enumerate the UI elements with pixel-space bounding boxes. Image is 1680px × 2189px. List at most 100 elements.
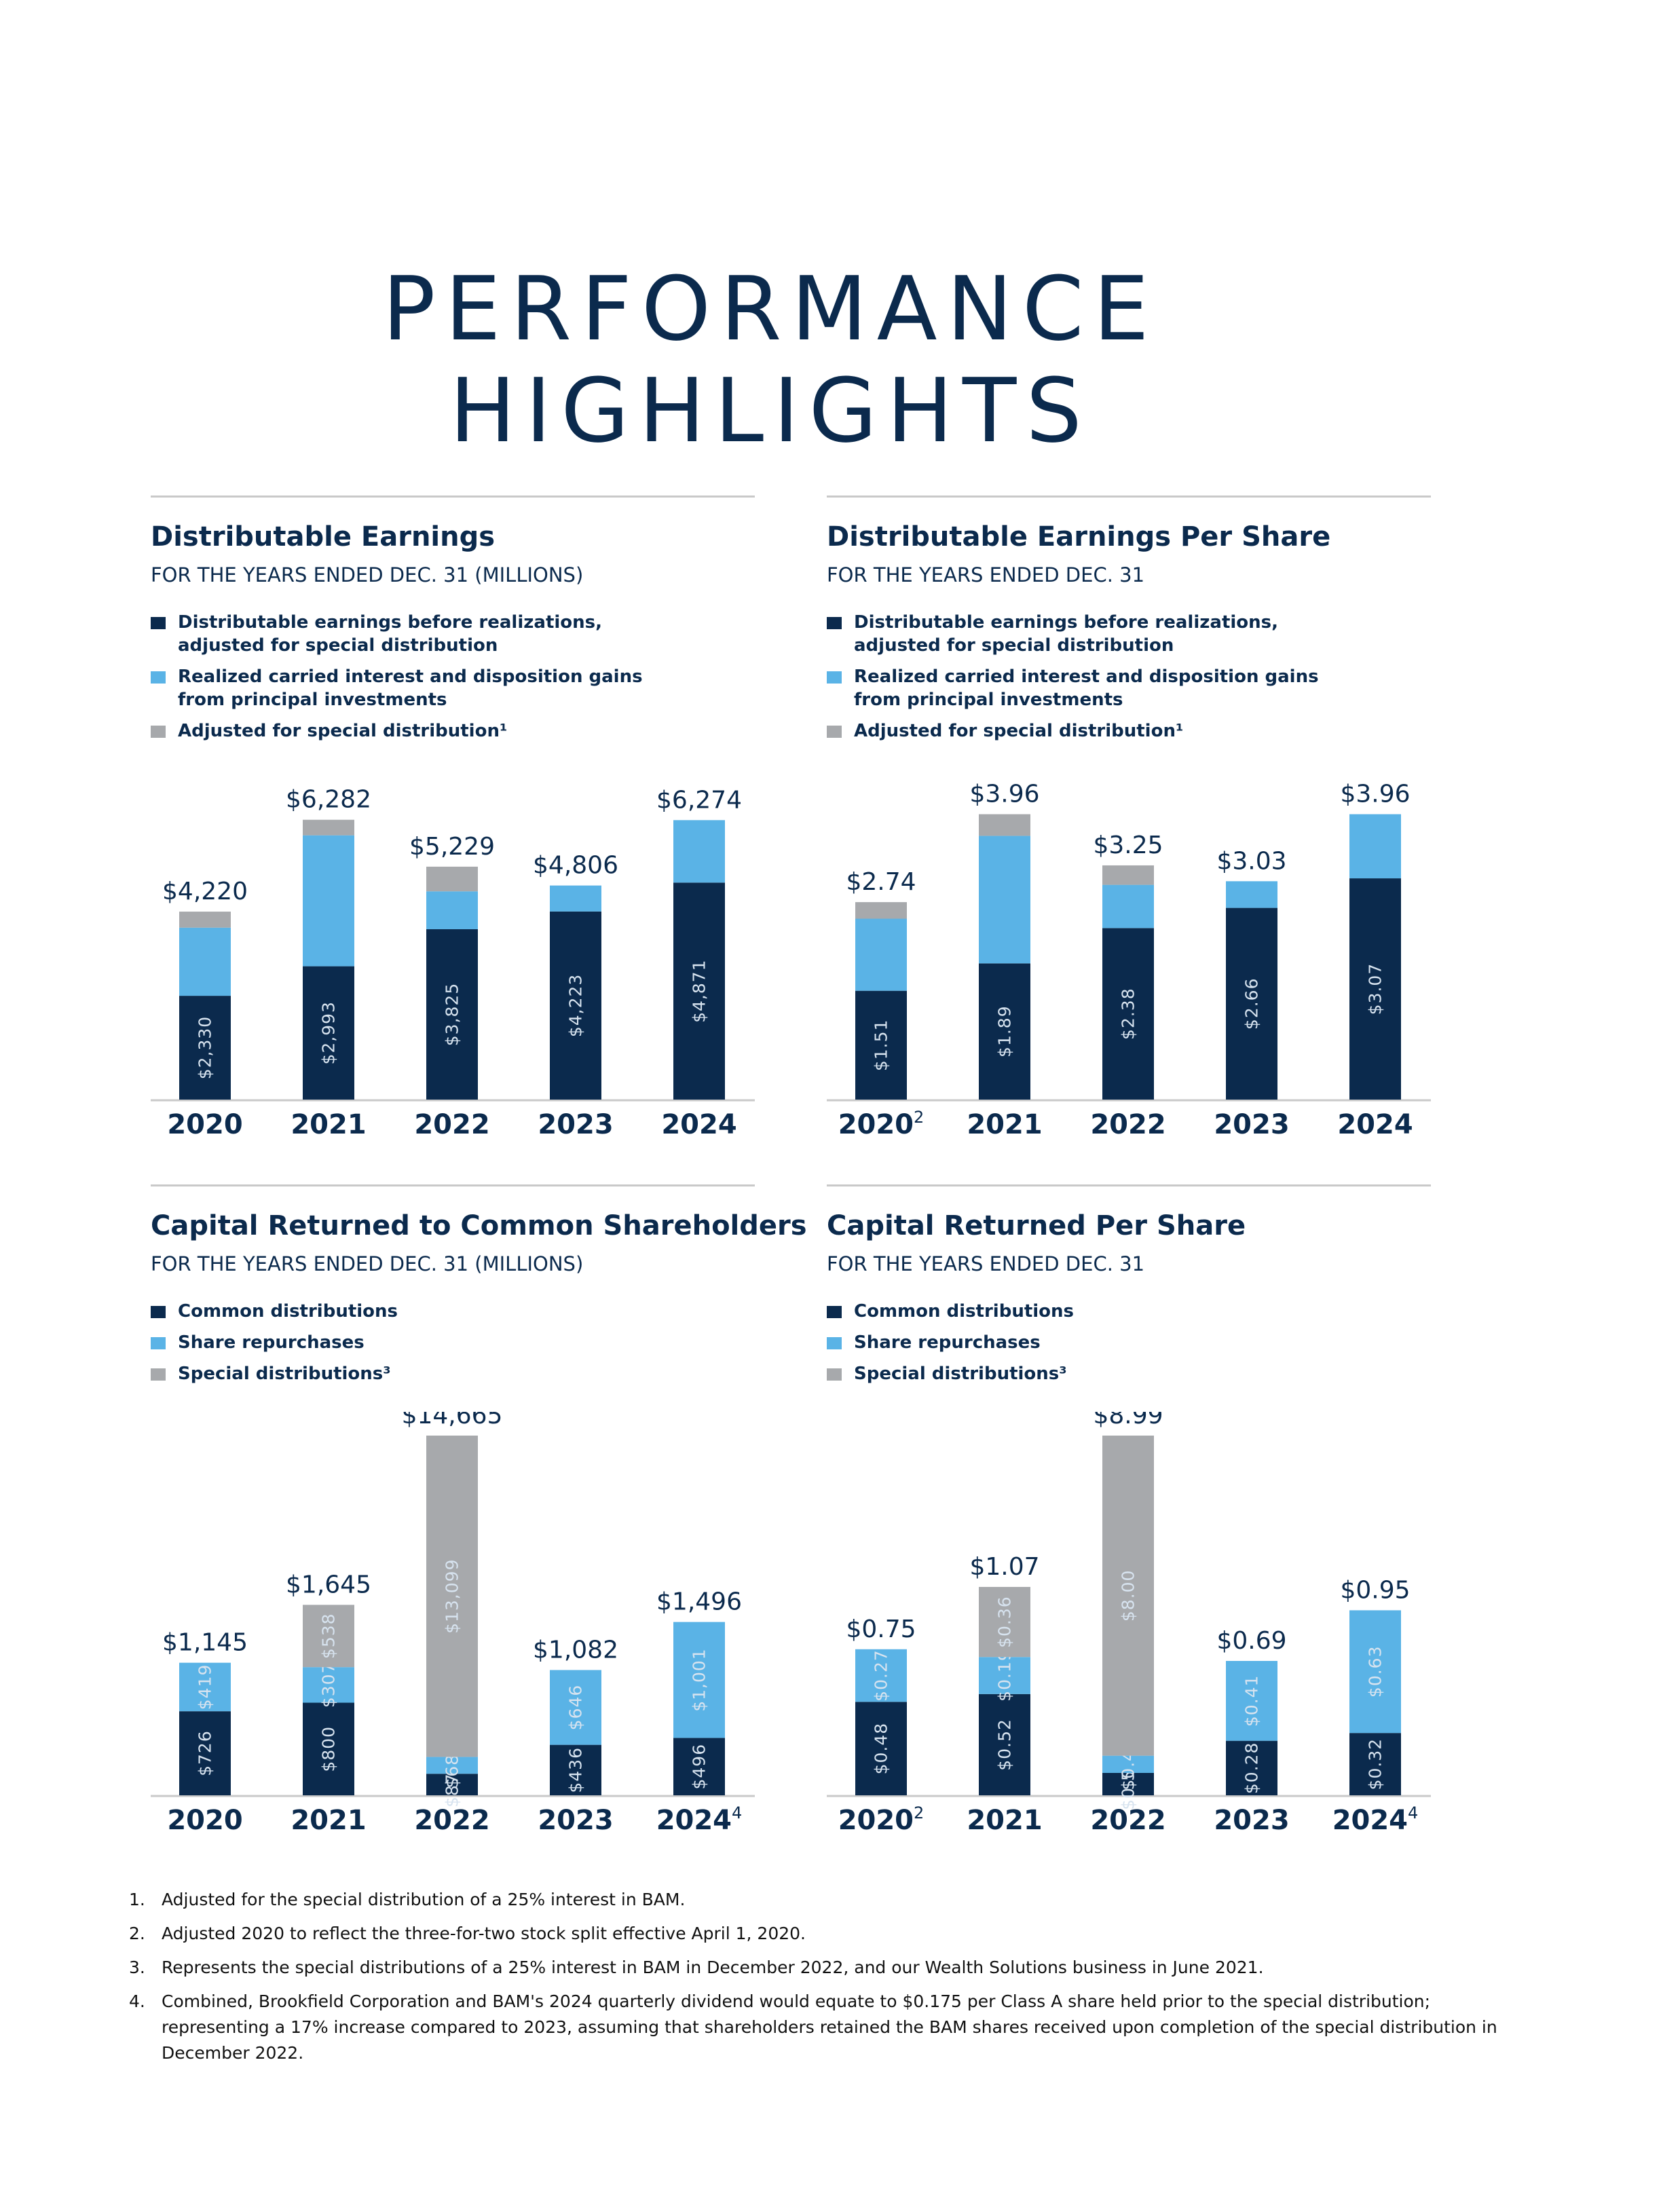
legend-swatch (151, 1368, 166, 1381)
legend-swatch (151, 1306, 166, 1318)
bar-segment (979, 963, 1030, 1100)
x-tick-footnote-marker: 2 (914, 1108, 924, 1127)
bar-value-label: $2,993 (319, 1001, 339, 1064)
bar-segment (673, 820, 725, 883)
bar-value-label: $13,099 (443, 1559, 462, 1634)
page-title-line2: HIGHLIGHTS (449, 359, 1091, 462)
bar-total-label: $1,145 (162, 1629, 248, 1657)
legend-label: Special distributions³ (854, 1364, 1067, 1384)
bar-value-label: $4,871 (690, 959, 709, 1022)
chart-area: $726 $419 $1,145 2020 $800 $307 $538 $1,645 2021… (151, 1412, 755, 1853)
legend-swatch (151, 617, 166, 629)
stacked-bar-chart: $1.51 $2.74 20202 $1.89 $3.96 2021 $2.38 $3.25 2… (827, 781, 1431, 1140)
bar-value-label: $0.19 (995, 1649, 1015, 1702)
legend-label: Share repurchases (854, 1332, 1041, 1353)
bar-total-label: $1,496 (656, 1588, 742, 1616)
x-tick-label: 20244 (1332, 1803, 1419, 1836)
bar-total-label: $0.75 (846, 1615, 916, 1643)
bar-segment (1102, 884, 1154, 929)
bar-segment (303, 1702, 354, 1795)
x-tick-label: 2020 (167, 1109, 242, 1140)
chart-subtitle: FOR THE YEARS ENDED DEC. 31 (MILLIONS) (151, 563, 584, 586)
footnote-text: Represents the special distributions of … (162, 1958, 1264, 1977)
legend-item: Share repurchases (827, 1331, 1383, 1354)
legend-swatch (827, 726, 842, 738)
bar-segment (979, 814, 1030, 836)
bar-segment (979, 836, 1030, 964)
bar-segment (179, 1662, 231, 1712)
bar-segment (673, 882, 725, 1100)
legend-label: Common distributions (854, 1301, 1075, 1322)
bar-segment (179, 1711, 231, 1795)
chart-title: Distributable Earnings Per Share (827, 521, 1331, 553)
bar-value-label: $0.48 (872, 1723, 891, 1775)
legend-label: Realized carried interest and dispositio… (178, 667, 643, 710)
bar-segment (426, 1436, 478, 1757)
panel-divider (151, 495, 755, 498)
bar-value-label: $3,825 (443, 983, 462, 1046)
bar-segment (673, 1622, 725, 1738)
capital-returned-per-share-panel: Capital Returned Per Share FOR THE YEARS… (827, 1184, 1431, 1863)
bar-segment (179, 927, 231, 996)
footnote: 4. Combined, Brookfield Corporation and B… (129, 1989, 1527, 2066)
x-tick-label: 20202 (838, 1108, 925, 1140)
bar-segment (550, 885, 601, 912)
legend-item: Common distributions (827, 1300, 1383, 1323)
panel-divider (827, 1184, 1431, 1186)
legend-item: Common distributions (151, 1300, 707, 1323)
chart-title: Capital Returned Per Share (827, 1210, 1246, 1241)
stacked-bar-chart: $726 $419 $1,145 2020 $800 $307 $538 $1,645 2021… (151, 1412, 755, 1836)
distributable-earnings-panel: Distributable Earnings FOR THE YEARS END… (151, 495, 755, 1174)
bar-segment (1226, 881, 1277, 908)
bar-value-label: $2.38 (1119, 988, 1138, 1040)
bar-total-label: $1.07 (969, 1553, 1039, 1581)
legend-label: Share repurchases (178, 1332, 365, 1353)
footnote-number: 2. (129, 1924, 145, 1943)
bar-segment (303, 819, 354, 836)
bar-value-label: $0.32 (1366, 1738, 1385, 1791)
bar-segment (855, 1649, 907, 1702)
bar-segment (303, 835, 354, 967)
x-tick-label: 2020 (167, 1805, 242, 1836)
chart-area: $1.51 $2.74 20202 $1.89 $3.96 2021 $2.38 $3.25 2… (827, 774, 1431, 1154)
bar-total-label: $3.96 (1340, 781, 1410, 808)
legend-label: Adjusted for special distribution¹ (854, 721, 1184, 741)
x-tick-label: 2022 (1090, 1805, 1165, 1836)
bar-value-label: $1,001 (690, 1648, 709, 1711)
chart-legend: Common distributions Share repurchases S… (151, 1300, 707, 1393)
bar-total-label: $4,220 (162, 878, 248, 905)
bar-value-label: $436 (566, 1747, 586, 1793)
bar-segment (855, 918, 907, 991)
bar-value-label: $1.89 (995, 1005, 1015, 1058)
legend-swatch (151, 726, 166, 738)
footnote-text: Adjusted for the special distribution of… (162, 1890, 686, 1909)
bar-segment (303, 1605, 354, 1668)
x-tick-label: 2023 (538, 1109, 613, 1140)
bar-total-label: $6,282 (286, 786, 371, 814)
bar-total-label: $4,806 (533, 852, 618, 880)
bar-segment (1349, 814, 1401, 879)
legend-swatch (827, 1368, 842, 1381)
bar-total-label: $1,645 (286, 1571, 371, 1598)
legend-item: Special distributions³ (827, 1362, 1383, 1385)
footnote: 1. Adjusted for the special distribution … (129, 1887, 1527, 1913)
bar-value-label: $538 (319, 1613, 339, 1659)
bar-value-label: $3.07 (1366, 963, 1385, 1015)
bar-segment (1349, 1610, 1401, 1734)
chart-subtitle: FOR THE YEARS ENDED DEC. 31 (827, 563, 1145, 586)
bar-segment (426, 891, 478, 929)
chart-area: $2,330 $4,220 2020 $2,993 $6,282 2021 $3,825 $5… (151, 774, 755, 1154)
bar-total-label: $0.69 (1216, 1627, 1286, 1655)
bar-total-label: $0.95 (1340, 1576, 1410, 1604)
bar-segment (855, 1702, 907, 1795)
bar-value-label: $0.41 (1242, 1675, 1262, 1727)
stacked-bar-chart: $2,330 $4,220 2020 $2,993 $6,282 2021 $3,825 $5… (151, 786, 755, 1140)
x-tick-label: 2021 (967, 1805, 1042, 1836)
legend-swatch (827, 671, 842, 684)
bar-value-label: $726 (195, 1730, 215, 1776)
bar-segment (1102, 1755, 1154, 1773)
bar-segment (303, 966, 354, 1100)
bar-value-label: $419 (195, 1664, 215, 1710)
legend-item: Share repurchases (151, 1331, 707, 1354)
bar-segment (426, 1774, 478, 1795)
